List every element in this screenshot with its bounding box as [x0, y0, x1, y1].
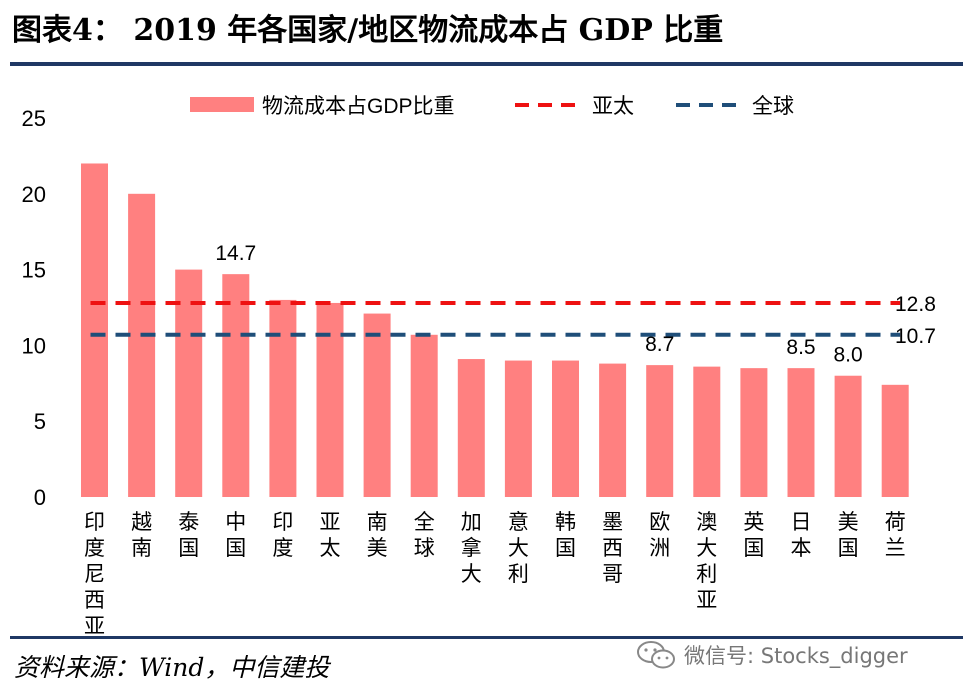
x-category-label: 全球: [414, 511, 435, 560]
x-category-label: 墨西哥: [602, 511, 623, 586]
title-divider: [10, 62, 963, 66]
x-category-label: 中国: [225, 511, 246, 560]
footer-divider: [10, 636, 963, 639]
reference-line-label: 10.7: [895, 325, 936, 348]
bar: [269, 299, 297, 497]
bar: [316, 302, 344, 497]
chart-legend: 物流成本占GDP比重 亚太 全球: [190, 95, 794, 118]
x-category-label: 印度: [272, 511, 293, 560]
bar: [881, 384, 909, 497]
bar: [787, 368, 815, 497]
wechat-icon: [637, 641, 675, 669]
x-category-label: 加拿大: [461, 511, 482, 586]
bar: [363, 313, 391, 497]
x-category-label: 越南: [131, 511, 152, 560]
x-category-label: 澳大利亚: [696, 511, 717, 612]
y-axis: 0 5 10 15 20 25: [22, 106, 46, 510]
bar: [599, 363, 627, 497]
bar: [222, 274, 250, 497]
bar-chart: 物流成本占GDP比重 亚太 全球 0 5 10 15 20 25 12.8 10.7 印度尼…: [22, 95, 936, 636]
y-tick-label: 25: [22, 106, 46, 131]
source-note: 资料来源：Wind，中信建投: [14, 653, 330, 682]
bar: [457, 359, 485, 497]
bar: [175, 269, 203, 497]
x-category-label: 日本: [791, 511, 812, 560]
data-label: 8.5: [786, 336, 815, 359]
reference-line-label: 12.8: [895, 293, 936, 316]
x-category-label: 南美: [367, 511, 388, 560]
x-category-label: 意大利: [508, 511, 529, 586]
legend-global-label: 全球: [752, 95, 794, 118]
chart-title: 图表4： 2019 年各国家/地区物流成本占 GDP 比重: [12, 13, 724, 48]
bar: [552, 360, 579, 497]
x-category-label: 英国: [743, 511, 764, 560]
bar: [834, 375, 862, 497]
y-tick-label: 20: [22, 182, 46, 207]
x-category-label: 欧洲: [649, 511, 670, 560]
data-label: 8.7: [645, 333, 674, 356]
bar: [646, 365, 674, 497]
bar: [740, 368, 768, 497]
data-labels: 14.7 8.7 8.5 8.0: [215, 242, 862, 367]
data-label: 8.0: [833, 344, 862, 367]
bar: [410, 334, 438, 497]
x-category-label: 泰国: [178, 511, 199, 560]
bar: [128, 193, 156, 498]
bar: [504, 360, 532, 497]
watermark: 微信号: Stocks_digger: [636, 638, 908, 672]
watermark-text: 微信号: Stocks_digger: [684, 644, 908, 668]
reference-lines: 12.8 10.7: [90, 293, 936, 348]
x-category-label: 美国: [838, 511, 859, 560]
y-tick-label: 10: [22, 333, 46, 358]
y-tick-label: 0: [34, 485, 46, 510]
x-category-label: 亚太: [320, 511, 341, 560]
legend-apac-label: 亚太: [592, 95, 634, 118]
y-tick-label: 5: [34, 409, 46, 434]
legend-bar-label: 物流成本占GDP比重: [262, 95, 455, 118]
data-label: 14.7: [215, 242, 256, 265]
legend-bar-swatch: [190, 97, 254, 112]
bar: [81, 163, 108, 498]
x-category-label: 印度尼西亚: [84, 511, 105, 636]
x-category-label: 荷兰: [885, 511, 906, 560]
bar: [693, 366, 721, 497]
x-category-label: 韩国: [555, 511, 576, 560]
bar-series: [81, 163, 909, 498]
y-tick-label: 15: [22, 258, 46, 283]
